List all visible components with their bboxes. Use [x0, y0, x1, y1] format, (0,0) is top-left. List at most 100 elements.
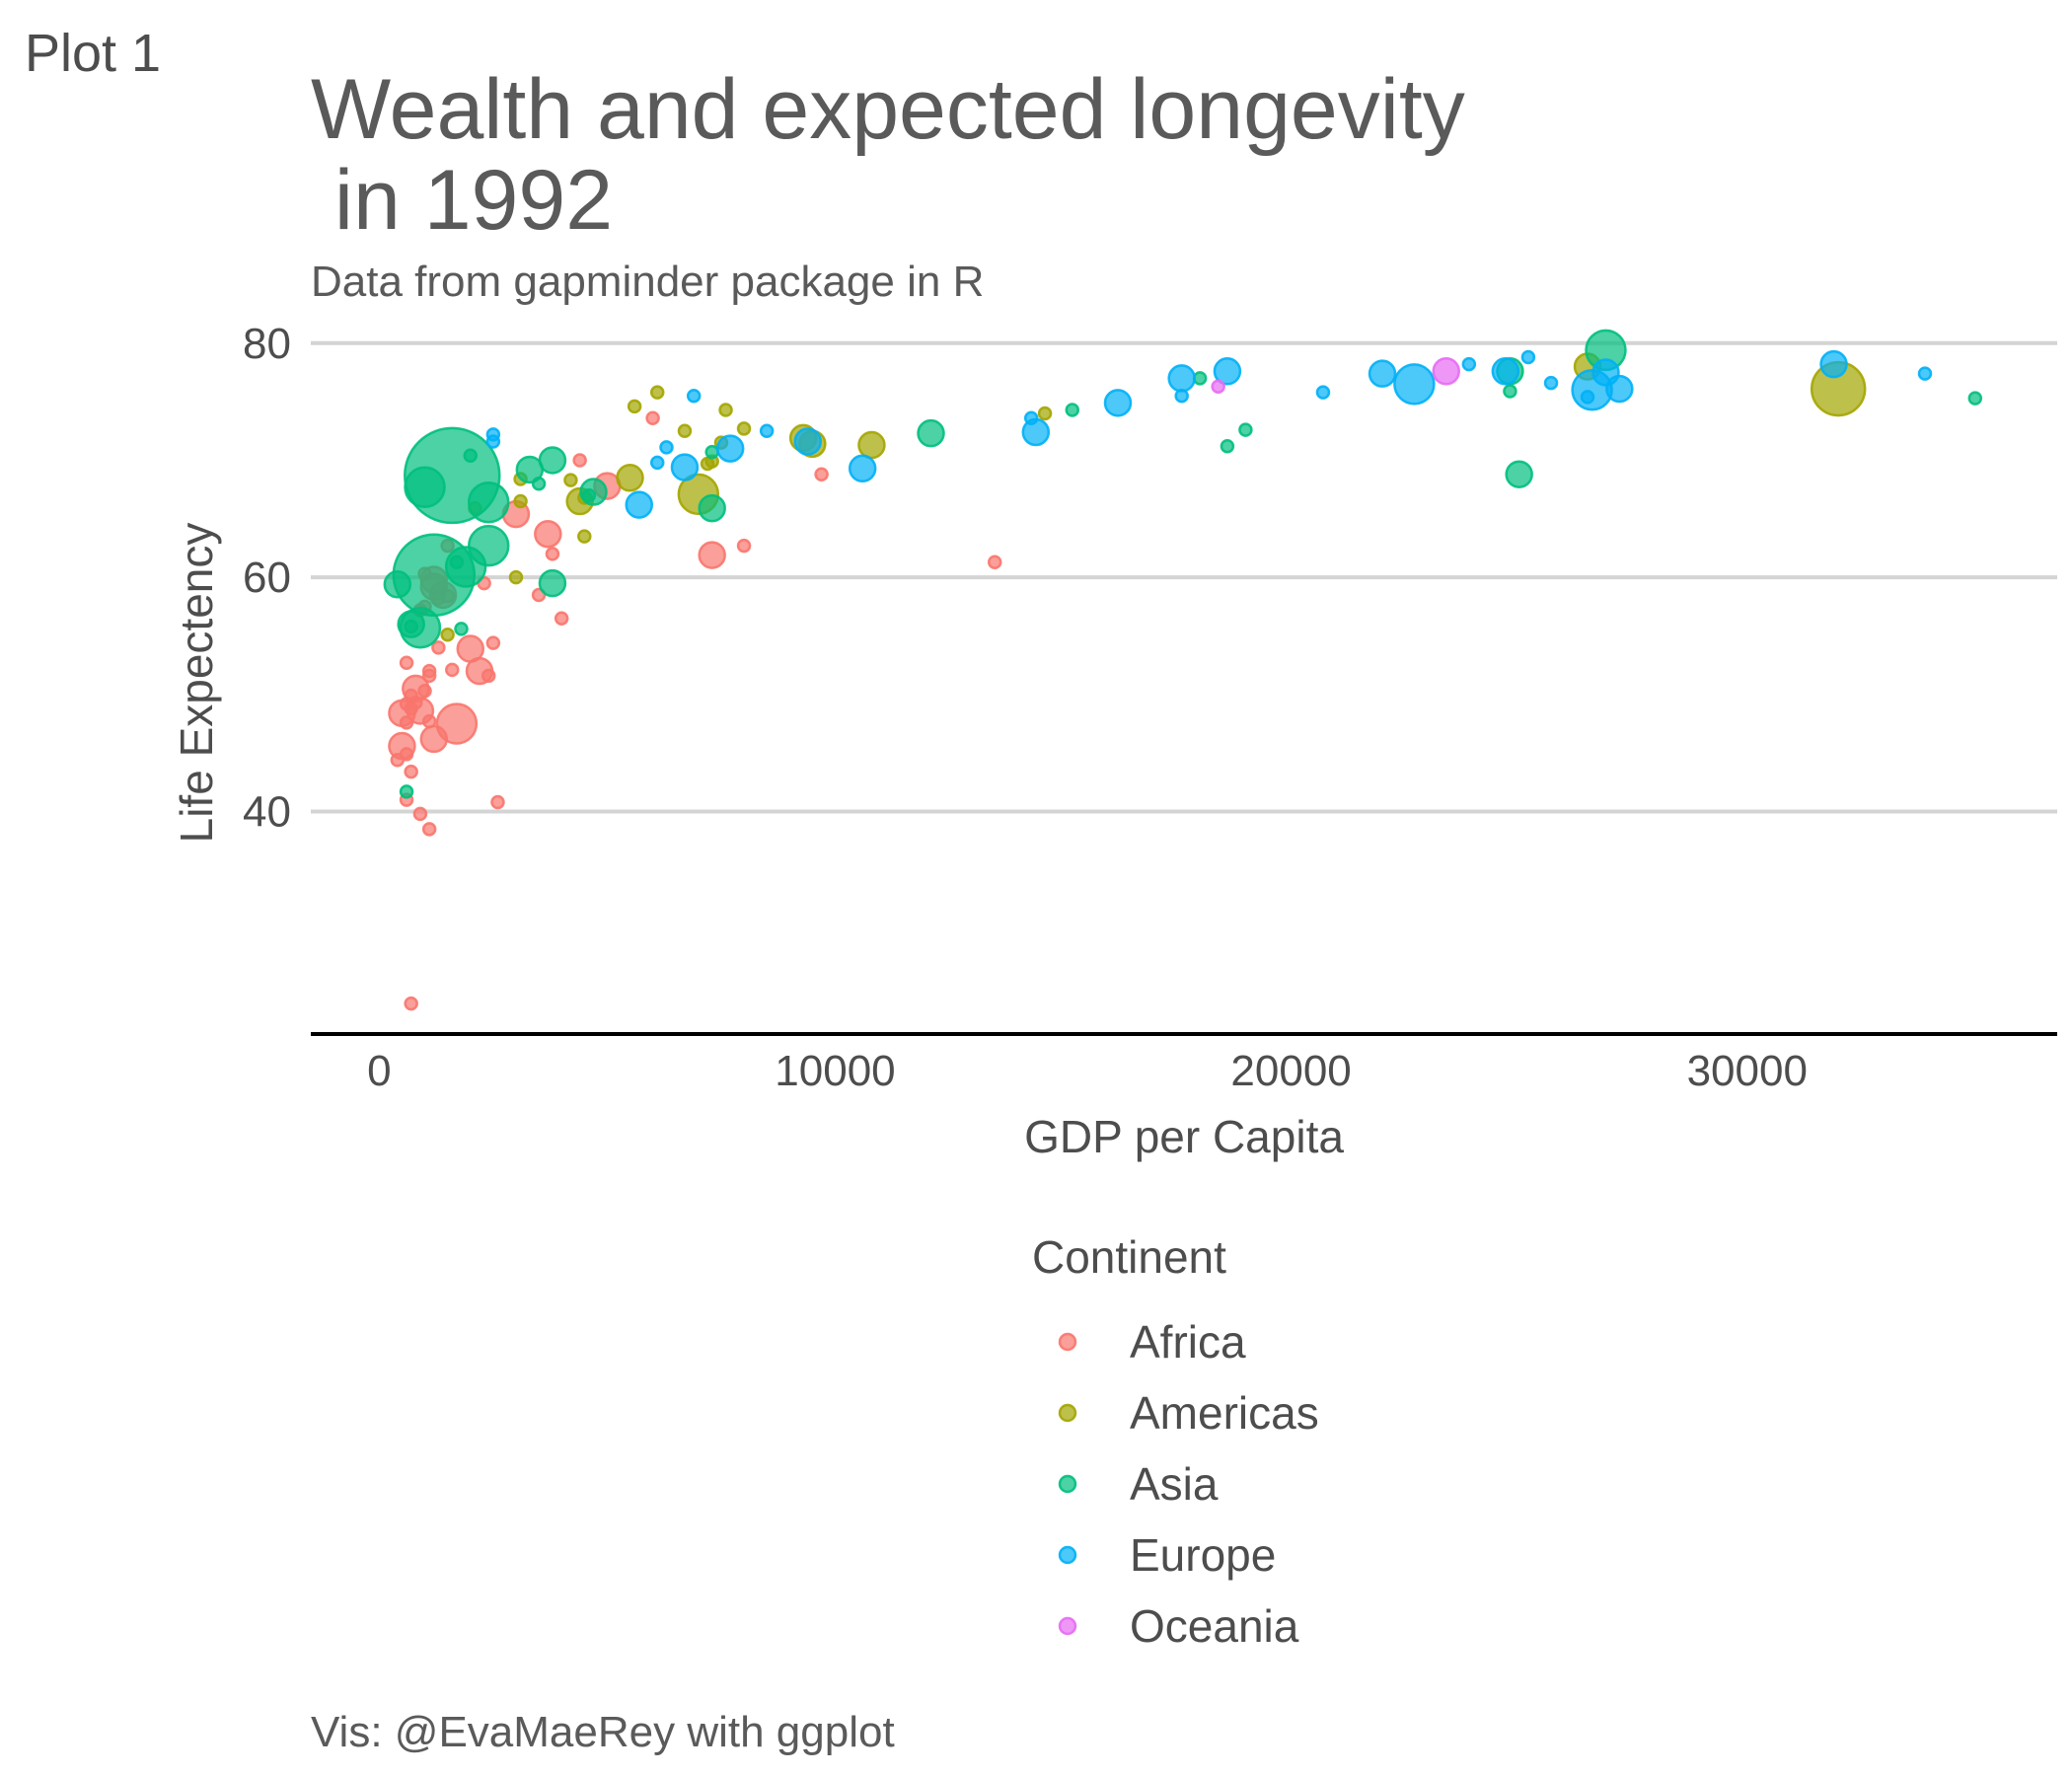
point-africa	[572, 453, 587, 468]
point-europe	[848, 454, 877, 483]
point-europe	[1543, 375, 1559, 391]
point-asia	[404, 466, 446, 509]
x-tick-label: 30000	[1687, 1047, 1808, 1095]
point-americas	[563, 473, 578, 487]
x-axis-ticks: 0 10000 20000 30000	[367, 1047, 1808, 1095]
point-africa	[399, 655, 414, 671]
point-europe	[1520, 349, 1536, 365]
legend-label-americas: Americas	[1130, 1387, 1319, 1439]
point-europe	[793, 427, 822, 456]
x-tick-label: 0	[367, 1047, 391, 1095]
point-africa	[399, 715, 414, 730]
point-europe	[1819, 349, 1848, 379]
point-asia	[581, 487, 597, 503]
point-africa	[987, 555, 1002, 569]
point-europe	[485, 427, 501, 442]
point-asia	[531, 476, 547, 491]
point-europe	[1393, 363, 1436, 406]
point-americas	[857, 430, 886, 460]
point-europe	[686, 388, 702, 404]
point-africa	[534, 519, 562, 549]
point-africa	[481, 668, 496, 684]
point-africa	[490, 794, 505, 810]
point-americas	[508, 569, 524, 585]
point-americas	[627, 399, 642, 414]
legend-label-asia: Asia	[1130, 1458, 1219, 1510]
plot-tag: Plot 1	[25, 24, 161, 83]
point-americas	[736, 421, 752, 436]
point-africa	[545, 547, 560, 561]
point-europe	[659, 440, 674, 455]
point-asia	[467, 524, 510, 567]
gridlines	[311, 340, 2057, 814]
point-asia	[1220, 438, 1235, 454]
point-africa	[645, 410, 660, 426]
point-americas	[513, 493, 528, 509]
point-americas	[577, 529, 592, 544]
legend-key-americas	[1058, 1403, 1077, 1423]
point-asia	[399, 606, 442, 649]
point-asia	[463, 448, 478, 463]
caption: Vis: @EvaMaeRey with ggplot	[311, 1708, 895, 1756]
legend-key-europe	[1058, 1545, 1077, 1565]
point-oceania	[1432, 357, 1460, 386]
point-africa	[698, 541, 726, 569]
y-axis-title: Life Expectency	[171, 523, 222, 844]
point-asia	[404, 619, 418, 634]
point-americas	[718, 403, 733, 417]
legend-key-africa	[1058, 1332, 1077, 1352]
point-africa	[404, 764, 418, 779]
point-africa	[445, 662, 460, 678]
point-europe	[670, 453, 700, 481]
legend-label-europe: Europe	[1130, 1529, 1276, 1581]
point-oceania	[1211, 379, 1225, 394]
point-africa	[814, 467, 829, 481]
point-africa	[412, 806, 428, 822]
point-asia	[917, 418, 945, 448]
x-axis-title: GDP per Capita	[1024, 1111, 1344, 1162]
point-europe	[1167, 364, 1196, 393]
point-americas	[649, 385, 665, 400]
chart-subtitle: Data from gapminder package in R	[311, 258, 984, 306]
point-americas	[616, 464, 644, 492]
point-asia	[383, 570, 412, 599]
point-asia	[454, 622, 469, 636]
point-asia	[1503, 384, 1517, 399]
point-africa	[554, 611, 569, 626]
x-tick-label: 20000	[1230, 1047, 1351, 1095]
legend-title: Continent	[1032, 1231, 1226, 1283]
point-africa	[431, 640, 446, 655]
point-africa	[485, 635, 501, 650]
legend-key-asia	[1058, 1474, 1077, 1494]
point-asia	[1238, 422, 1253, 437]
point-africa	[404, 996, 418, 1011]
point-asia	[399, 784, 414, 799]
point-europe	[1917, 366, 1933, 381]
point-europe	[759, 423, 775, 439]
point-europe	[625, 490, 653, 519]
legend-label-oceania: Oceania	[1130, 1600, 1299, 1652]
point-europe	[1605, 374, 1634, 404]
legend-label-africa: Africa	[1130, 1316, 1246, 1368]
point-africa	[399, 747, 414, 762]
point-africa	[421, 668, 437, 684]
point-americas	[440, 628, 455, 642]
y-axis-ticks: 40 60 80	[243, 320, 291, 837]
data-points	[383, 329, 1983, 1011]
point-europe	[1315, 385, 1331, 400]
point-europe	[1103, 389, 1133, 417]
point-europe	[1021, 417, 1051, 447]
chart-title-line-1: Wealth and expected longevity	[311, 62, 1465, 157]
point-europe	[1491, 357, 1520, 386]
point-africa	[421, 822, 437, 837]
point-asia	[1967, 391, 1983, 406]
chart-title-line-2: in 1992	[311, 153, 613, 248]
x-tick-label: 10000	[775, 1047, 895, 1095]
point-asia	[538, 446, 567, 475]
y-tick-label: 80	[243, 320, 291, 368]
point-americas	[1037, 406, 1053, 421]
point-asia	[1505, 460, 1533, 488]
legend: Africa Americas Asia Europe Oceania	[1058, 1316, 1319, 1652]
point-asia	[1065, 403, 1080, 417]
